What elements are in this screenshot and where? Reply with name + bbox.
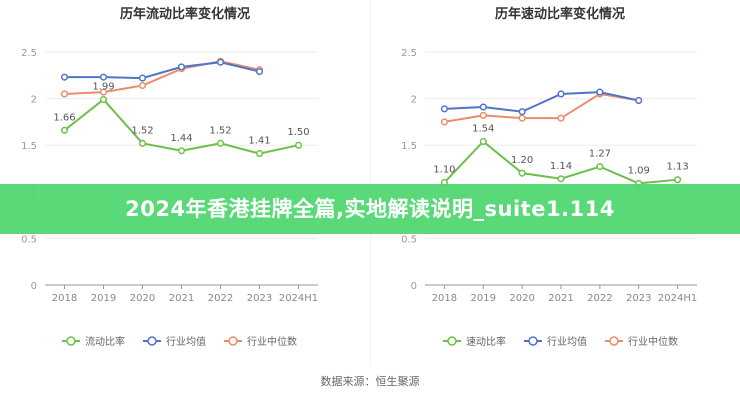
data-point	[99, 88, 108, 96]
data-point	[138, 74, 147, 82]
chart-0: 历年流动比率变化情况00.511.522.5201820192020202120…	[21, 6, 318, 348]
data-label: 1.66	[53, 112, 75, 123]
data-point	[557, 114, 565, 122]
data-source: 数据来源：恒生聚源	[320, 375, 420, 388]
data-point	[177, 63, 186, 71]
data-point	[518, 169, 526, 177]
y-tick-label: 2.5	[401, 48, 417, 59]
overlay-banner: 2024年香港挂牌全篇,实地解读说明_suite1.114	[0, 184, 740, 234]
data-point	[138, 82, 147, 90]
data-point	[518, 108, 526, 116]
data-point	[216, 139, 225, 147]
data-label: 1.52	[209, 125, 231, 136]
data-point	[557, 90, 565, 98]
data-label: 1.41	[248, 136, 270, 147]
data-point	[674, 176, 682, 184]
y-tick-label: 0.5	[401, 234, 417, 245]
y-tick-label: 0.5	[21, 234, 37, 245]
data-point	[596, 88, 604, 96]
data-point	[479, 137, 487, 146]
legend-item: 行业均值	[166, 335, 206, 348]
data-point	[635, 96, 643, 105]
x-tick-label: 2018	[52, 293, 77, 304]
data-point	[557, 175, 565, 183]
data-point	[177, 147, 186, 155]
data-point	[138, 139, 147, 147]
data-label: 1.27	[589, 149, 611, 160]
legend-marker-icon	[447, 336, 457, 346]
x-tick-label: 2018	[432, 293, 457, 304]
data-label: 1.54	[472, 123, 494, 134]
banner-text: 2024年香港挂牌全篇,实地解读说明_suite1.114	[125, 197, 615, 221]
series-line-2	[444, 92, 639, 123]
series-line-2	[64, 60, 260, 95]
legend-marker-icon	[528, 336, 538, 346]
data-point	[479, 111, 487, 119]
data-point	[255, 150, 264, 158]
data-point	[596, 163, 604, 171]
data-label: 1.09	[628, 165, 650, 176]
data-point	[518, 114, 526, 122]
x-tick-label: 2019	[471, 293, 496, 304]
legend-marker-icon	[66, 336, 76, 346]
y-tick-label: 0	[31, 281, 37, 292]
data-label: 1.44	[170, 133, 192, 144]
x-tick-label: 2022	[208, 293, 233, 304]
y-tick-label: 0	[411, 281, 417, 292]
data-point	[216, 58, 225, 66]
y-tick-label: 2	[411, 95, 417, 106]
data-label: 1.99	[92, 82, 114, 93]
x-tick-label: 2022	[587, 293, 612, 304]
legend-marker-icon	[228, 336, 238, 346]
data-point	[60, 126, 69, 134]
legend-item: 行业中位数	[247, 335, 297, 348]
x-tick-label: 2023	[626, 293, 651, 304]
data-label: 1.14	[550, 161, 572, 172]
legend-item: 行业中位数	[628, 335, 678, 348]
x-tick-label: 2023	[247, 293, 272, 304]
data-label: 1.52	[131, 125, 153, 136]
data-label: 1.13	[666, 162, 688, 173]
y-tick-label: 1.5	[21, 141, 37, 152]
y-tick-label: 2.5	[21, 48, 37, 59]
data-label: 1.50	[287, 127, 309, 138]
x-tick-label: 2021	[548, 293, 573, 304]
legend-marker-icon	[147, 336, 157, 346]
x-tick-label: 2021	[169, 293, 194, 304]
chart-divider	[370, 0, 371, 365]
x-tick-label: 2019	[91, 293, 116, 304]
x-tick-label: 2024H1	[658, 293, 697, 304]
chart-title: 历年速动比率变化情况	[495, 6, 625, 22]
legend-item: 流动比率	[85, 335, 125, 348]
x-tick-label: 2020	[130, 293, 155, 304]
data-point	[255, 68, 264, 76]
x-tick-label: 2020	[509, 293, 534, 304]
y-tick-label: 1.5	[401, 141, 417, 152]
data-label: 1.10	[433, 164, 455, 175]
y-tick-label: 2	[31, 95, 37, 106]
chart-1: 历年速动比率变化情况00.511.522.5201820192020202120…	[401, 6, 697, 348]
legend-item: 速动比率	[466, 335, 506, 348]
data-point	[99, 95, 108, 104]
series-line-1	[444, 91, 639, 113]
series-line-1	[64, 61, 260, 80]
chart-title: 历年流动比率变化情况	[120, 6, 250, 22]
data-point	[99, 73, 108, 81]
x-tick-label: 2024H1	[279, 293, 318, 304]
data-point	[294, 141, 303, 149]
data-point	[440, 105, 448, 113]
data-point	[60, 73, 69, 81]
data-point	[60, 90, 69, 98]
data-point	[479, 103, 487, 111]
legend-marker-icon	[609, 336, 619, 346]
legend-item: 行业均值	[547, 335, 587, 348]
data-point	[440, 118, 448, 126]
data-label: 1.20	[511, 155, 533, 166]
